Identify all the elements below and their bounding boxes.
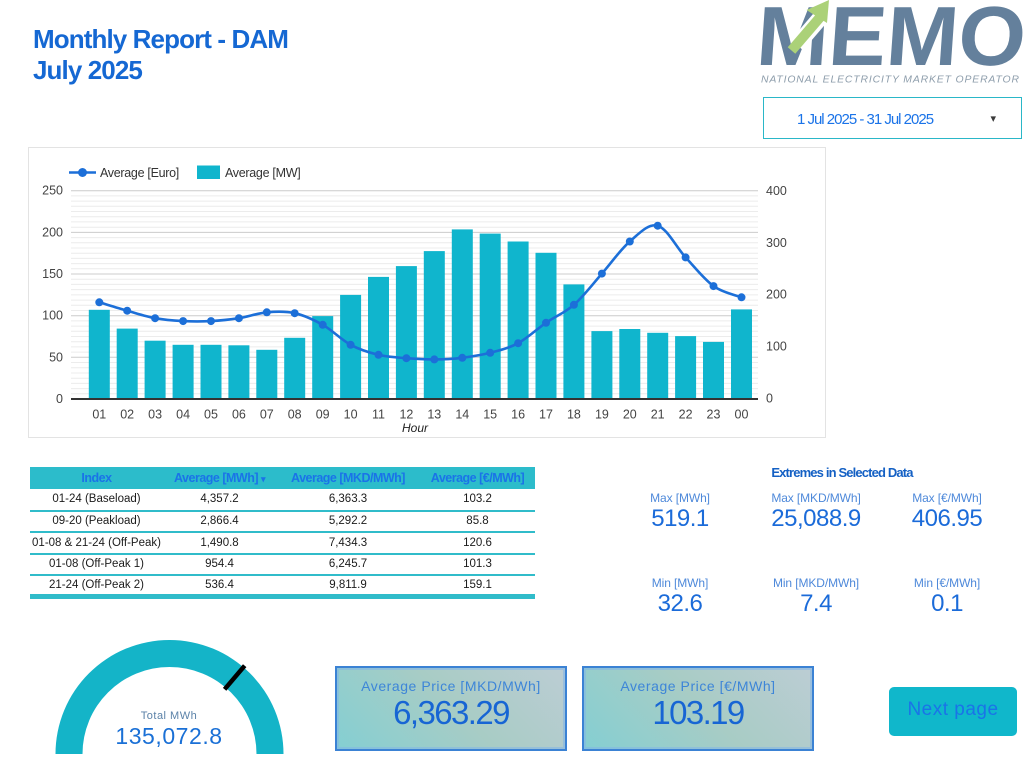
svg-text:11: 11: [372, 408, 385, 422]
svg-text:NATIONAL ELECTRICITY MARKET OP: NATIONAL ELECTRICITY MARKET OPERATOR: [761, 75, 1021, 86]
svg-text:150: 150: [42, 267, 63, 281]
svg-text:23: 23: [707, 408, 721, 422]
svg-text:Average [MW]: Average [MW]: [225, 166, 300, 180]
svg-text:100: 100: [42, 309, 63, 323]
svg-text:22: 22: [679, 408, 693, 422]
svg-text:Average [Euro]: Average [Euro]: [100, 166, 179, 180]
svg-text:02: 02: [120, 408, 134, 422]
svg-text:01: 01: [92, 408, 106, 422]
svg-text:06: 06: [232, 408, 246, 422]
svg-text:0: 0: [766, 392, 773, 406]
svg-text:14: 14: [455, 408, 469, 422]
svg-text:19: 19: [595, 408, 609, 422]
svg-text:200: 200: [42, 225, 63, 239]
svg-text:08: 08: [288, 408, 302, 422]
svg-text:250: 250: [42, 184, 63, 198]
svg-text:07: 07: [260, 408, 274, 422]
svg-text:04: 04: [176, 408, 190, 422]
svg-text:20: 20: [623, 408, 637, 422]
svg-text:00: 00: [735, 408, 749, 422]
svg-text:0: 0: [56, 392, 63, 406]
svg-text:16: 16: [511, 408, 525, 422]
svg-text:15: 15: [483, 408, 497, 422]
svg-text:17: 17: [539, 408, 553, 422]
svg-text:05: 05: [204, 408, 218, 422]
svg-text:12: 12: [399, 408, 413, 422]
svg-text:50: 50: [49, 350, 63, 364]
svg-text:10: 10: [344, 408, 358, 422]
svg-text:03: 03: [148, 408, 162, 422]
svg-text:300: 300: [766, 236, 787, 250]
svg-text:400: 400: [766, 184, 787, 198]
svg-text:13: 13: [427, 408, 441, 422]
svg-text:09: 09: [316, 408, 330, 422]
svg-text:Hour: Hour: [402, 421, 429, 435]
svg-text:100: 100: [766, 340, 787, 354]
svg-text:18: 18: [567, 408, 581, 422]
svg-text:200: 200: [766, 288, 787, 302]
svg-text:21: 21: [651, 408, 665, 422]
